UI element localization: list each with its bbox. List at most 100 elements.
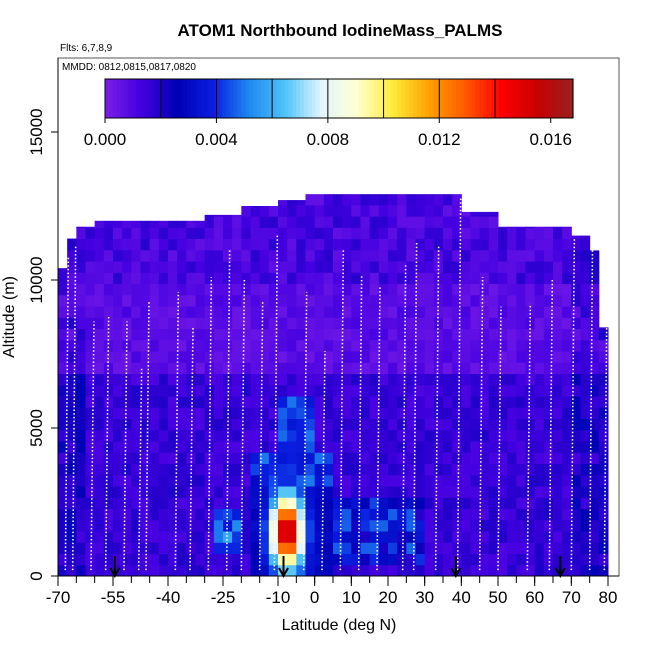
heatmap-cell <box>589 463 600 476</box>
heatmap-cell <box>149 429 160 442</box>
heatmap-cell <box>470 497 481 510</box>
heatmap-cell <box>140 542 151 555</box>
heatmap-cell <box>140 351 151 363</box>
heatmap-cell <box>259 418 270 431</box>
heatmap-cell <box>388 306 398 318</box>
heatmap-cell <box>388 486 398 498</box>
heatmap-cell <box>241 373 251 386</box>
heatmap-cell <box>241 339 251 352</box>
heatmap-cell <box>580 235 591 240</box>
heatmap-cell <box>58 542 68 555</box>
heatmap-cell <box>598 452 609 465</box>
heatmap-cell <box>287 351 297 363</box>
heatmap-cell <box>333 227 343 240</box>
heatmap-cell <box>323 564 334 576</box>
heatmap-cell <box>186 261 196 273</box>
heatmap-cell <box>268 542 279 555</box>
heatmap-cell <box>323 283 334 296</box>
heatmap-cell <box>571 283 581 296</box>
heatmap-cell <box>452 542 462 555</box>
heatmap-cell <box>388 474 398 487</box>
heatmap-cell <box>103 396 114 408</box>
colorbar-segment <box>467 79 473 118</box>
heatmap-cell <box>94 362 105 375</box>
heatmap-cell <box>140 519 151 532</box>
heatmap-cell <box>415 216 426 228</box>
heatmap-cell <box>131 294 141 307</box>
heatmap-cell <box>296 362 306 375</box>
heatmap-cell <box>580 373 591 386</box>
heatmap-cell <box>470 463 481 476</box>
heatmap-cell <box>498 519 508 532</box>
heatmap-cell <box>470 249 481 262</box>
colorbar-segment <box>561 79 566 118</box>
colorbar-segment <box>545 79 551 118</box>
heatmap-cell <box>149 238 160 251</box>
heatmap-cell <box>598 441 609 453</box>
heatmap-cell <box>278 373 288 386</box>
heatmap-cell <box>461 384 471 397</box>
heatmap-cell <box>488 384 499 397</box>
heatmap-cell <box>76 328 86 341</box>
heatmap-cell <box>213 486 224 498</box>
heatmap-cell <box>122 351 132 363</box>
heatmap-cell <box>534 452 545 465</box>
heatmap-cell <box>452 441 462 453</box>
heatmap-cell <box>177 519 187 532</box>
heatmap-cell <box>525 542 536 555</box>
colorbar-segment <box>171 79 176 118</box>
heatmap-cell <box>534 486 545 498</box>
heatmap-cell <box>131 497 141 510</box>
heatmap-cell <box>103 220 114 228</box>
heatmap-cell <box>333 564 343 576</box>
heatmap-cell <box>259 328 270 341</box>
heatmap-cell <box>424 194 435 206</box>
heatmap-cell <box>323 508 334 521</box>
heatmap-cell <box>76 429 86 442</box>
heatmap-cell <box>204 317 215 330</box>
heatmap-cell <box>479 486 490 498</box>
colorbar-segment <box>257 79 262 118</box>
heatmap-cell <box>168 429 178 442</box>
heatmap-cell <box>415 384 426 397</box>
heatmap-cell <box>94 441 105 453</box>
heatmap-cell <box>103 519 114 532</box>
heatmap-cell <box>278 272 288 285</box>
heatmap-cell <box>67 441 77 453</box>
heatmap-cell <box>360 519 371 532</box>
heatmap-cell <box>268 384 279 397</box>
heatmap-cell <box>534 362 545 375</box>
heatmap-cell <box>250 261 261 273</box>
colorbar-segment <box>303 79 309 118</box>
heatmap-cell <box>314 384 325 397</box>
heatmap-cell <box>498 508 508 521</box>
heatmap-cell <box>507 441 517 453</box>
heatmap-cell <box>131 351 141 363</box>
heatmap-cell <box>333 339 343 352</box>
x-tick-label: -55 <box>101 588 126 607</box>
heatmap-cell <box>213 328 224 341</box>
x-axis: -70 -55 -40 -25 -10 0 10 20 30 40 50 60 70 80 <box>46 575 619 607</box>
heatmap-cell <box>562 339 572 352</box>
heatmap-cell <box>443 542 453 555</box>
heatmap-cell <box>305 553 316 566</box>
heatmap-cell <box>571 542 581 555</box>
heatmap-cell <box>314 317 325 330</box>
heatmap-cell <box>103 474 114 487</box>
heatmap-cell <box>140 373 151 386</box>
heatmap-cell <box>131 429 141 442</box>
heatmap-cell <box>67 283 77 296</box>
heatmap-cell <box>323 418 334 431</box>
heatmap-cell <box>571 328 581 341</box>
heatmap-cell <box>287 441 297 453</box>
heatmap-cell <box>213 531 224 543</box>
heatmap-cell <box>268 553 279 566</box>
heatmap-cell <box>397 384 407 397</box>
heatmap-cell <box>241 564 251 576</box>
heatmap-cell <box>498 283 508 296</box>
heatmap-cell <box>305 508 316 521</box>
heatmap-cell <box>168 508 178 521</box>
heatmap-cell <box>85 339 96 352</box>
heatmap-cell <box>113 227 123 240</box>
heatmap-cell <box>397 362 407 375</box>
